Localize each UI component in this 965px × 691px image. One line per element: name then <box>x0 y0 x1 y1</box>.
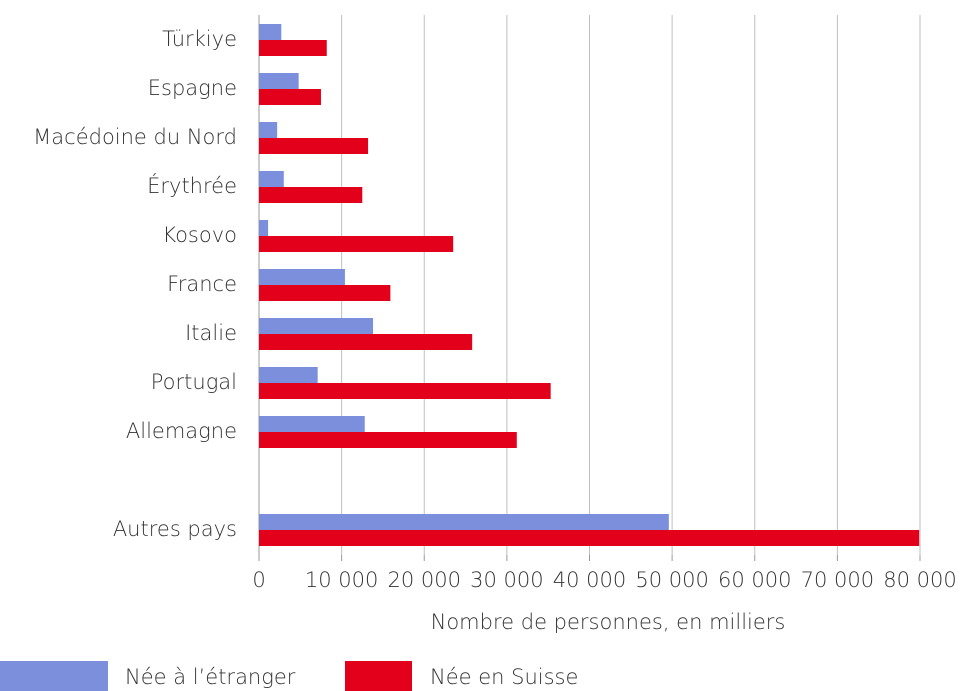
bar <box>259 269 345 285</box>
y-tick-label: France <box>167 272 237 296</box>
x-tick-label: 30 000 <box>470 568 543 592</box>
y-tick-label: Allemagne <box>126 419 237 443</box>
y-tick-label: Érythrée <box>147 173 237 198</box>
y-tick-label: Espagne <box>148 76 237 100</box>
y-tick-label: Portugal <box>151 370 237 394</box>
x-tick-label: 20 000 <box>388 568 461 592</box>
x-axis-title: Nombre de personnes, en milliers <box>431 610 786 634</box>
y-tick-label: Macédoine du Nord <box>33 125 237 149</box>
x-tick-label: 10 000 <box>305 568 378 592</box>
bar <box>259 73 299 89</box>
y-tick-label: Italie <box>185 321 237 345</box>
legend-label: Née à l’étranger <box>125 665 296 689</box>
bar <box>259 40 327 56</box>
x-tick-label: 60 000 <box>718 568 791 592</box>
bar <box>259 220 269 236</box>
bar <box>259 236 454 252</box>
x-tick-label: 0 <box>252 568 265 592</box>
bar <box>259 367 318 383</box>
x-tick-label: 80 000 <box>883 568 956 592</box>
x-tick-label: 40 000 <box>553 568 626 592</box>
bar <box>259 138 369 154</box>
bar <box>259 514 669 530</box>
legend-label: Née en Suisse <box>430 665 578 689</box>
x-tick-label: 50 000 <box>635 568 708 592</box>
x-tick-label: 70 000 <box>801 568 874 592</box>
legend-swatch <box>345 661 412 691</box>
bar <box>259 432 517 448</box>
y-tick-label: Autres pays <box>113 517 237 541</box>
y-tick-label: Türkiye <box>162 27 237 51</box>
bar <box>259 187 363 203</box>
bar <box>259 334 473 350</box>
bar <box>259 24 282 40</box>
bar <box>259 416 365 432</box>
bar <box>259 171 284 187</box>
bar <box>259 530 920 546</box>
bar <box>259 318 374 334</box>
bar <box>259 285 391 301</box>
bar <box>259 89 321 105</box>
y-tick-label: Kosovo <box>162 223 237 247</box>
bar <box>259 122 278 138</box>
legend-swatch <box>0 661 108 691</box>
bar <box>259 383 551 399</box>
